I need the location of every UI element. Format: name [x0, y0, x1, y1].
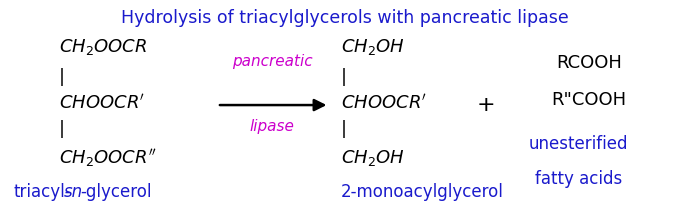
Text: R"COOH: R"COOH	[551, 91, 627, 109]
Text: $CH_2OH$: $CH_2OH$	[341, 37, 405, 57]
Text: $CHOOCR'$: $CHOOCR'$	[59, 94, 145, 112]
Text: |: |	[341, 120, 347, 138]
Text: pancreatic: pancreatic	[232, 54, 313, 69]
Text: triacyl-: triacyl-	[14, 183, 72, 201]
Text: Hydrolysis of triacylglycerols with pancreatic lipase: Hydrolysis of triacylglycerols with panc…	[121, 9, 568, 27]
Text: +: +	[476, 95, 495, 115]
Text: fatty acids: fatty acids	[535, 170, 622, 188]
Text: |: |	[59, 68, 65, 86]
Text: $CH_2OOCR''$: $CH_2OOCR''$	[59, 147, 156, 169]
Text: lipase: lipase	[249, 119, 295, 134]
Text: 2-monoacylglycerol: 2-monoacylglycerol	[341, 183, 504, 201]
Text: |: |	[341, 68, 347, 86]
Text: RCOOH: RCOOH	[556, 54, 622, 72]
Text: sn: sn	[63, 183, 83, 201]
Text: $CH_2OOCR$: $CH_2OOCR$	[59, 37, 147, 57]
Text: $CH_2OH$: $CH_2OH$	[341, 147, 405, 168]
Text: -glycerol: -glycerol	[80, 183, 152, 201]
Text: |: |	[59, 120, 65, 138]
Text: $CHOOCR'$: $CHOOCR'$	[341, 94, 427, 112]
Text: unesterified: unesterified	[529, 135, 628, 153]
